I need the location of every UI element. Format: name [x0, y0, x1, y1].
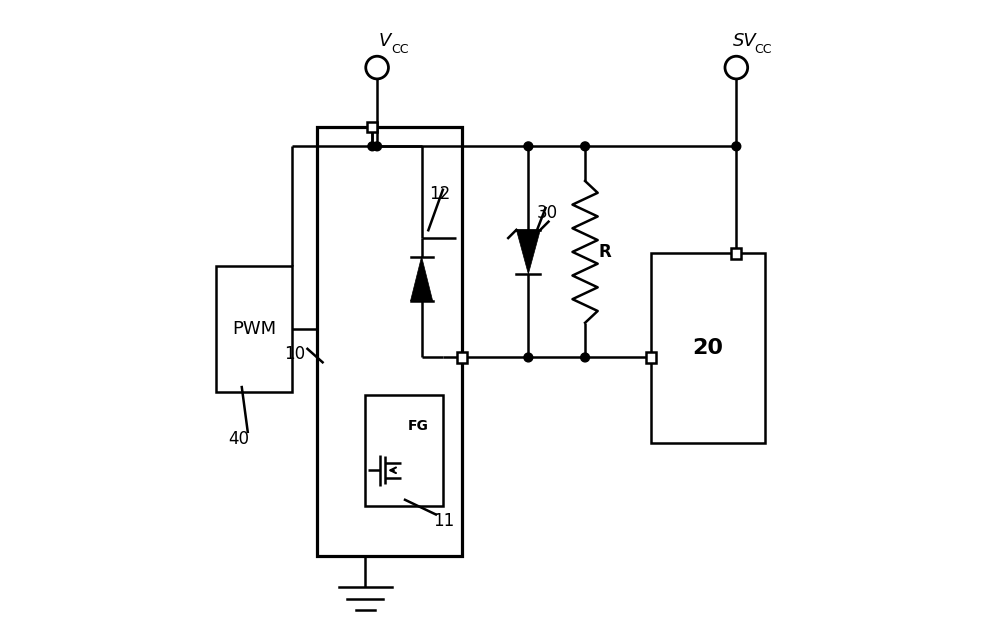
Circle shape: [524, 353, 533, 362]
Text: 12: 12: [430, 185, 451, 203]
Text: 30: 30: [537, 204, 558, 222]
Bar: [457, 353, 467, 363]
Bar: [731, 248, 741, 258]
Text: CC: CC: [754, 43, 771, 56]
Text: CC: CC: [391, 43, 408, 56]
Text: FG: FG: [408, 419, 429, 433]
Bar: [365, 395, 443, 506]
Bar: [651, 253, 765, 442]
Text: 20: 20: [692, 338, 723, 358]
Text: 11: 11: [433, 512, 454, 530]
Text: R: R: [599, 243, 612, 261]
Circle shape: [524, 142, 533, 151]
Bar: [367, 122, 377, 132]
Circle shape: [373, 142, 382, 151]
Circle shape: [581, 353, 589, 362]
Bar: [646, 353, 656, 363]
Circle shape: [581, 142, 589, 151]
Bar: [216, 266, 292, 392]
Text: PWM: PWM: [232, 320, 276, 338]
Polygon shape: [411, 256, 433, 301]
Text: V: V: [378, 32, 391, 50]
Bar: [317, 127, 462, 556]
Text: 10: 10: [285, 346, 306, 363]
Circle shape: [368, 142, 377, 151]
Text: SV: SV: [733, 32, 757, 50]
Circle shape: [732, 142, 741, 151]
Text: 40: 40: [228, 430, 249, 448]
Polygon shape: [516, 230, 540, 274]
